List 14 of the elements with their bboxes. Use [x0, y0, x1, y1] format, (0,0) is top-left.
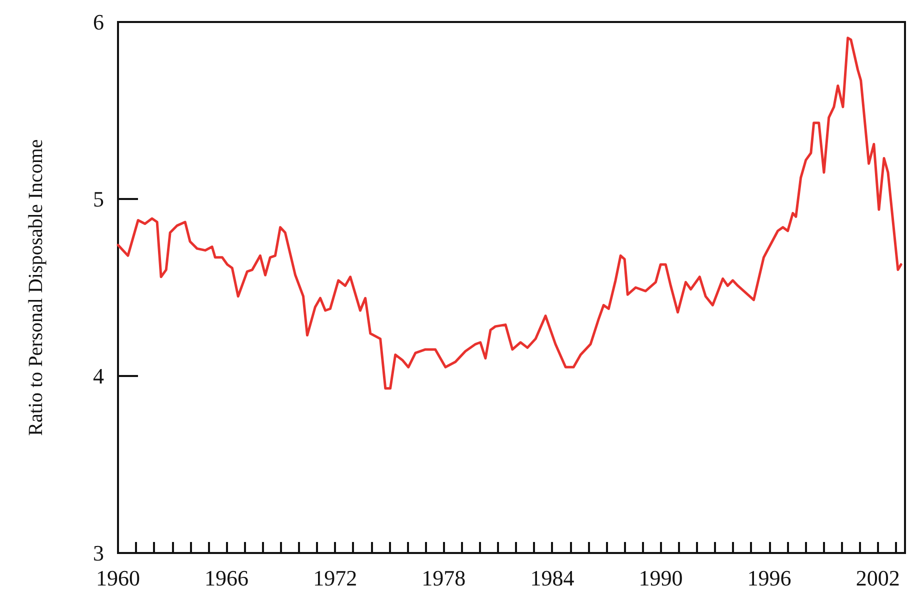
- y-axis-title: Ratio to Personal Disposable Income: [25, 139, 47, 436]
- line-series: [116, 36, 902, 390]
- y-tick-label: 3: [93, 540, 104, 566]
- x-tick-label: 1978: [422, 566, 466, 590]
- y-tick-label: 5: [93, 186, 104, 212]
- x-tick-label: 1996: [747, 566, 792, 590]
- x-tick-label: 1984: [530, 566, 574, 590]
- y-tick-label: 6: [93, 10, 104, 34]
- x-tick-label: 1990: [638, 566, 683, 590]
- x-tick-label: 1966: [204, 566, 249, 590]
- x-tick-label: 1972: [313, 566, 358, 590]
- x-tick-label: 2002: [856, 566, 900, 590]
- y-tick-label: 4: [93, 364, 104, 388]
- x-tick-label: 1960: [96, 566, 140, 590]
